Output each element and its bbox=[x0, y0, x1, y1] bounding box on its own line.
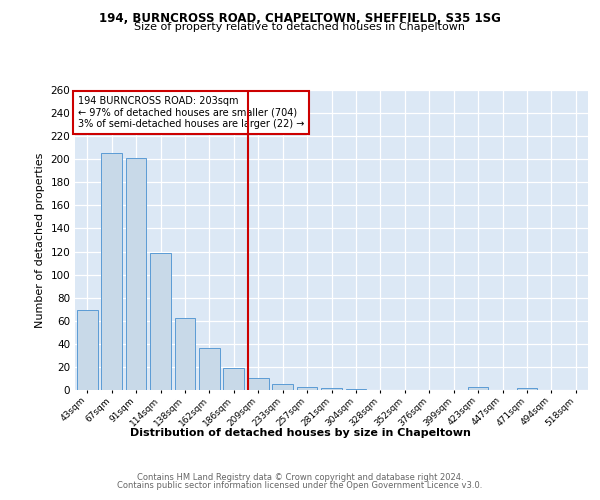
Bar bbox=[175, 318, 196, 390]
Bar bbox=[517, 388, 538, 390]
Bar bbox=[150, 252, 171, 390]
Bar bbox=[199, 348, 220, 390]
Bar bbox=[125, 158, 146, 390]
Text: Size of property relative to detached houses in Chapeltown: Size of property relative to detached ho… bbox=[134, 22, 466, 32]
Bar bbox=[346, 389, 367, 390]
Text: Contains HM Land Registry data © Crown copyright and database right 2024.: Contains HM Land Registry data © Crown c… bbox=[137, 472, 463, 482]
Text: Distribution of detached houses by size in Chapeltown: Distribution of detached houses by size … bbox=[130, 428, 470, 438]
Bar bbox=[101, 154, 122, 390]
Bar bbox=[272, 384, 293, 390]
Text: Contains public sector information licensed under the Open Government Licence v3: Contains public sector information licen… bbox=[118, 481, 482, 490]
Y-axis label: Number of detached properties: Number of detached properties bbox=[35, 152, 45, 328]
Text: 194 BURNCROSS ROAD: 203sqm
← 97% of detached houses are smaller (704)
3% of semi: 194 BURNCROSS ROAD: 203sqm ← 97% of deta… bbox=[77, 96, 304, 129]
Text: 194, BURNCROSS ROAD, CHAPELTOWN, SHEFFIELD, S35 1SG: 194, BURNCROSS ROAD, CHAPELTOWN, SHEFFIE… bbox=[99, 12, 501, 26]
Bar bbox=[321, 388, 342, 390]
Bar bbox=[77, 310, 98, 390]
Bar bbox=[296, 386, 317, 390]
Bar bbox=[223, 368, 244, 390]
Bar bbox=[248, 378, 269, 390]
Bar bbox=[467, 386, 488, 390]
